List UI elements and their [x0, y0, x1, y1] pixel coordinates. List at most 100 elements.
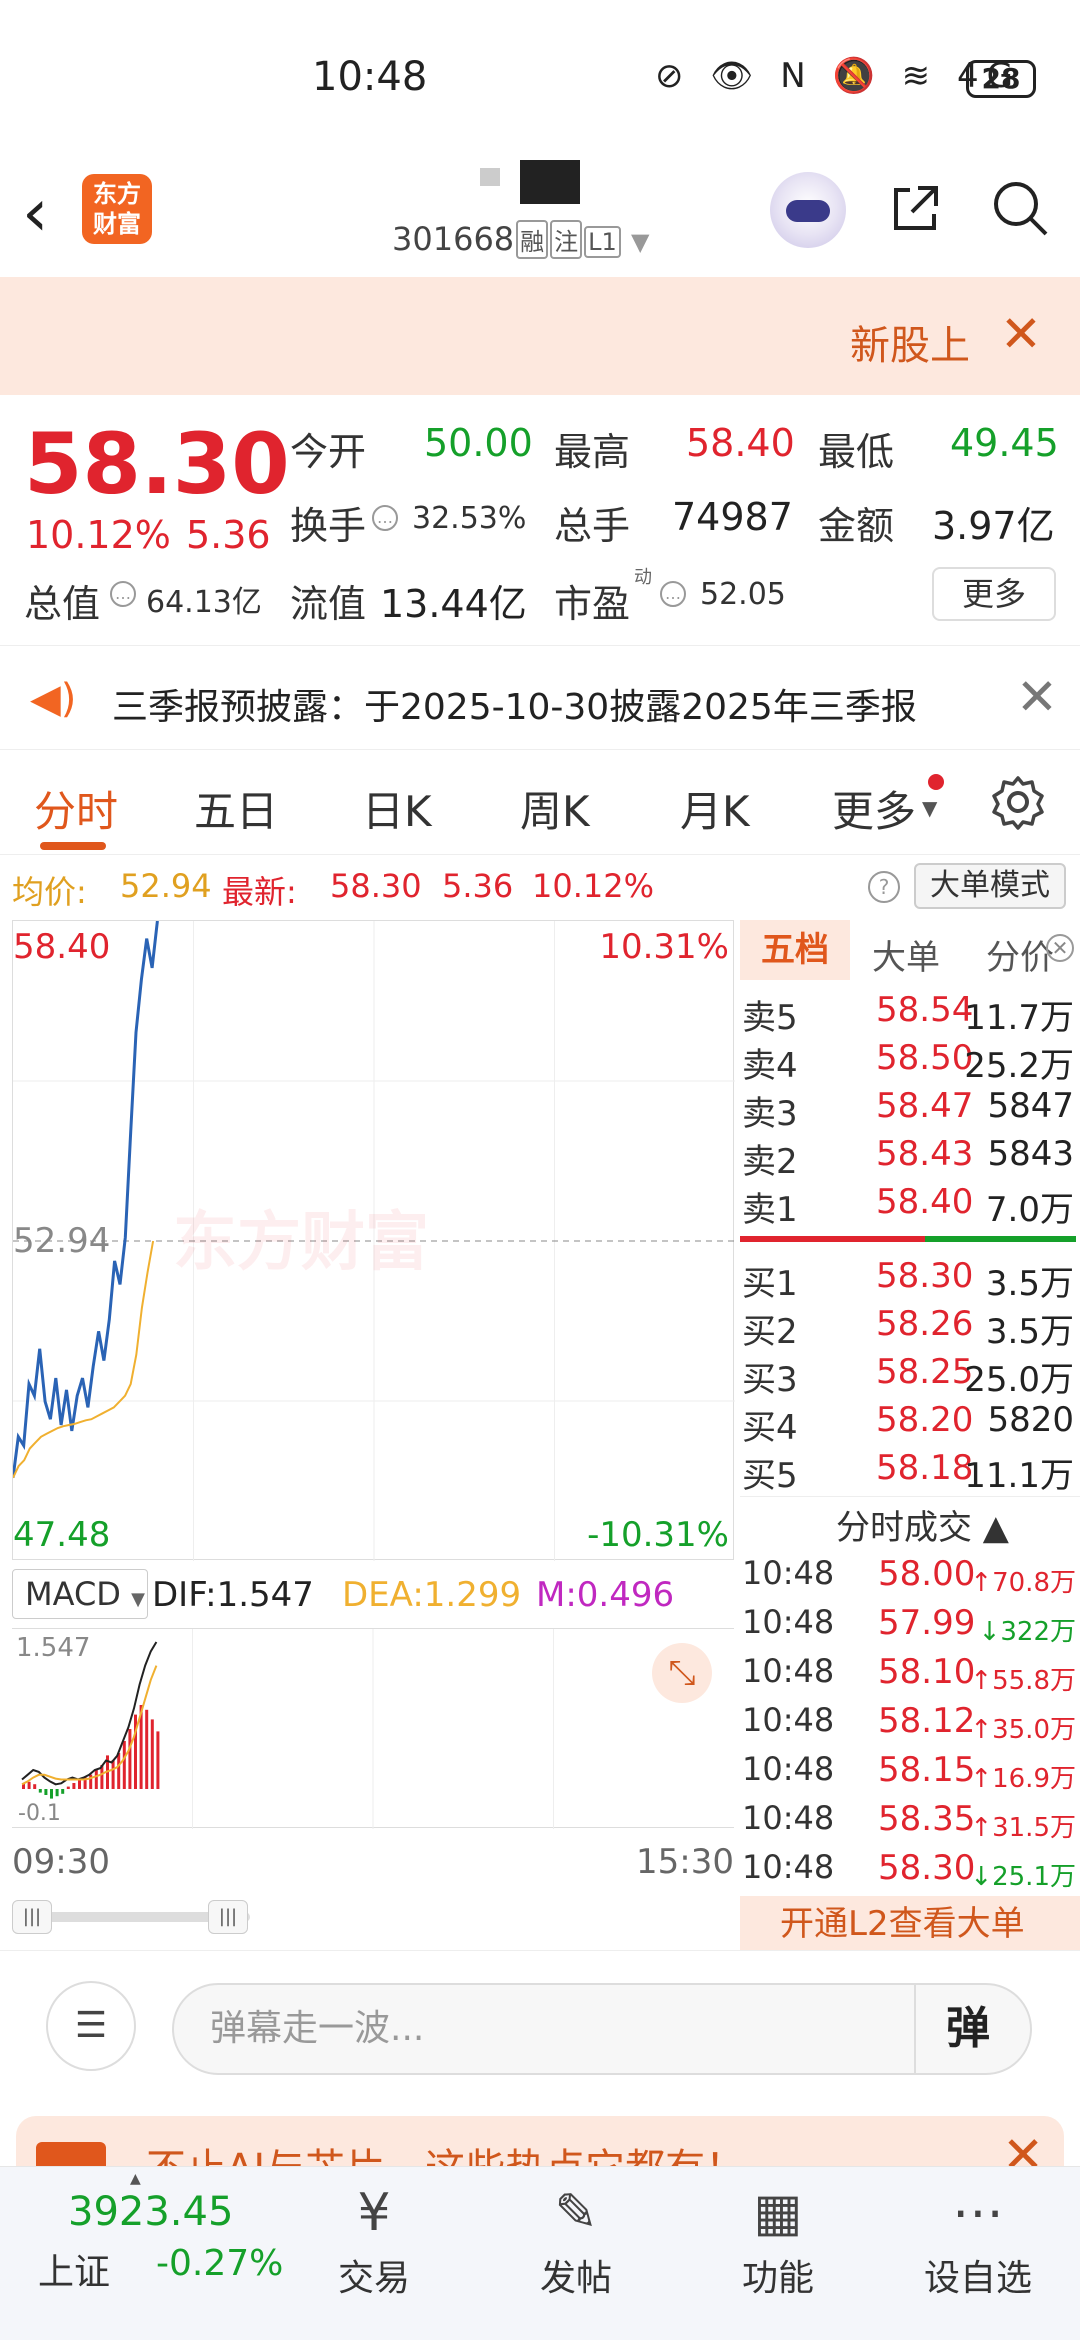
y-mid-label: 52.94: [13, 1221, 111, 1261]
nav-post-label: 发帖: [539, 2258, 612, 2299]
close-icon[interactable]: ✕: [1000, 305, 1042, 363]
tick-time: 10:48: [742, 1603, 835, 1641]
high-value: 58.40: [686, 421, 795, 465]
index-value[interactable]: 3923.45: [68, 2189, 234, 2235]
intraday-chart[interactable]: 58.40 10.31% 52.94 47.48 -10.31% 东方财富: [12, 920, 735, 1561]
big-order-mode-button[interactable]: 大单模式: [914, 863, 1066, 909]
more-icon: ⋯: [952, 2183, 1004, 2243]
tab-level5[interactable]: 五档: [740, 920, 850, 980]
expand-icon[interactable]: ⤡: [652, 1643, 712, 1703]
status-icons: ⊘ 👁 N 🔕 ≋ 4G: [655, 56, 1021, 96]
info-icon[interactable]: …: [660, 581, 686, 607]
tab-price-dist[interactable]: 分价: [986, 938, 1054, 978]
bid-row: 买3 58.25 25.0万: [740, 1352, 1080, 1400]
tick-volume: ↑16.9万: [970, 1764, 1076, 1794]
nav-post[interactable]: ✎ 发帖: [516, 2177, 636, 2301]
open-value: 50.00: [424, 421, 533, 465]
indicator-select[interactable]: MACD ▼: [12, 1569, 148, 1619]
tab-five-day[interactable]: 五日: [194, 787, 279, 836]
notice-bar[interactable]: ◀) 三季报预披露：于2025-10-30披露2025年三季报 ✕: [0, 645, 1080, 750]
gear-icon[interactable]: [990, 774, 1046, 830]
current-price: 58.30: [24, 415, 290, 513]
low-value: 49.45: [950, 421, 1059, 465]
index-change[interactable]: -0.27%: [156, 2243, 284, 2284]
danmaku-settings-icon[interactable]: ☰: [46, 1981, 136, 2071]
info-icon[interactable]: …: [372, 505, 398, 531]
macd-chart[interactable]: 1.547 -0.1 ⤡: [12, 1628, 734, 1829]
bid-row: 买1 58.30 3.5万: [740, 1256, 1080, 1304]
trade-icon: ¥: [357, 2183, 391, 2243]
redaction-block: [480, 168, 500, 186]
bid-level: 买5: [742, 1456, 798, 1496]
macd-m: M:0.496: [536, 1575, 675, 1615]
l2-upgrade-banner[interactable]: 开通L2查看大单: [740, 1896, 1080, 1952]
share-icon[interactable]: [888, 180, 944, 236]
avg-value: 52.94: [120, 867, 212, 905]
notice-text: 三季报预披露：于2025-10-30披露2025年三季报: [112, 687, 917, 728]
scroller-handle-right[interactable]: |||: [208, 1900, 248, 1934]
ticks-header[interactable]: 分时成交 ▲: [836, 1508, 1009, 1548]
macd-header: MACD ▼ DIF:1.547 DEA:1.299 M:0.496: [12, 1565, 734, 1625]
close-icon[interactable]: ✕: [1046, 934, 1074, 962]
danmaku-toggle-button[interactable]: 弹: [914, 1983, 1020, 2075]
help-icon[interactable]: ?: [868, 871, 900, 903]
ai-assistant-icon[interactable]: [770, 172, 846, 248]
time-end-label: 15:30: [636, 1842, 734, 1882]
book-tabs: 五档 大单 分价: [740, 920, 1080, 982]
macd-bar: [72, 1783, 76, 1789]
tab-monthly-k[interactable]: 月K: [680, 787, 750, 836]
tick-row: 10:48 58.12 ↑35.0万: [740, 1701, 1080, 1749]
tab-intraday[interactable]: 分时: [34, 787, 119, 836]
nav-functions[interactable]: ▦ 功能: [718, 2177, 838, 2301]
dropdown-icon[interactable]: ▼: [630, 228, 650, 256]
new-stock-banner[interactable]: 新股上 ✕: [0, 277, 1080, 395]
amount-label: 金额: [818, 504, 895, 548]
bid-volume: 5820: [987, 1400, 1074, 1440]
tab-weekly-k[interactable]: 周K: [520, 787, 590, 836]
scroller-track: [20, 1912, 250, 1922]
last-label: 最新:: [222, 873, 297, 911]
bid-row: 买5 58.18 11.1万: [740, 1448, 1080, 1496]
tick-volume: ↓322万: [978, 1617, 1076, 1647]
chart-tabs: 分时 五日 日K 周K 月K 更多 ▼: [0, 750, 1080, 855]
time-range-scroller[interactable]: ||| |||: [12, 1898, 252, 1934]
tab-daily-k[interactable]: 日K: [362, 787, 432, 836]
bid-level: 买1: [742, 1264, 798, 1304]
index-name[interactable]: 上证: [38, 2252, 111, 2293]
info-icon[interactable]: …: [110, 581, 136, 607]
chevron-down-icon[interactable]: ▼: [922, 796, 938, 820]
macd-dif: DIF:1.547: [152, 1575, 314, 1615]
nav-add-watchlist[interactable]: ⋯ 设自选: [918, 2177, 1038, 2301]
bid-price: 58.26: [876, 1304, 974, 1344]
ask-row: 卖4 58.50 25.2万: [740, 1038, 1080, 1086]
back-icon[interactable]: ‹: [22, 174, 49, 251]
battery-icon: 28: [966, 60, 1036, 98]
macd-bar: [94, 1769, 98, 1789]
search-icon[interactable]: [990, 178, 1050, 238]
macd-bar: [22, 1783, 25, 1789]
last-change: 5.36: [442, 867, 514, 905]
stock-code[interactable]: 301668 融注 L1 ▼: [392, 220, 649, 259]
tick-row: 10:48 58.10 ↑55.8万: [740, 1652, 1080, 1700]
bottom-nav: ▲ 3923.45 上证 -0.27% ¥ 交易 ✎ 发帖 ▦ 功能 ⋯ 设自选: [0, 2166, 1080, 2340]
pe-label: 市盈: [554, 582, 631, 626]
dif-line: [21, 1641, 158, 1786]
tick-row: 10:48 57.99 ↓322万: [740, 1603, 1080, 1651]
tab-more[interactable]: 更多: [832, 787, 917, 836]
close-icon[interactable]: ✕: [1016, 668, 1058, 726]
more-button[interactable]: 更多: [932, 567, 1056, 621]
tab-big-orders[interactable]: 大单: [872, 938, 940, 978]
clock: 10:48: [312, 54, 428, 100]
tick-price: 58.00: [878, 1554, 976, 1594]
open-label: 今开: [290, 430, 367, 474]
bid-level: 买3: [742, 1360, 798, 1400]
ask-volume: 5843: [987, 1134, 1074, 1174]
nav-trade[interactable]: ¥ 交易: [314, 2177, 434, 2301]
tick-volume: ↑35.0万: [970, 1715, 1076, 1745]
danmaku-input[interactable]: 弹幕走一波...: [172, 1983, 1032, 2075]
ask-row: 卖3 58.47 5847: [740, 1086, 1080, 1134]
speaker-icon: ◀): [30, 676, 77, 722]
tick-price: 58.12: [878, 1701, 976, 1741]
scroller-handle-left[interactable]: |||: [12, 1900, 52, 1934]
app-logo[interactable]: 东方 财富: [82, 174, 152, 244]
